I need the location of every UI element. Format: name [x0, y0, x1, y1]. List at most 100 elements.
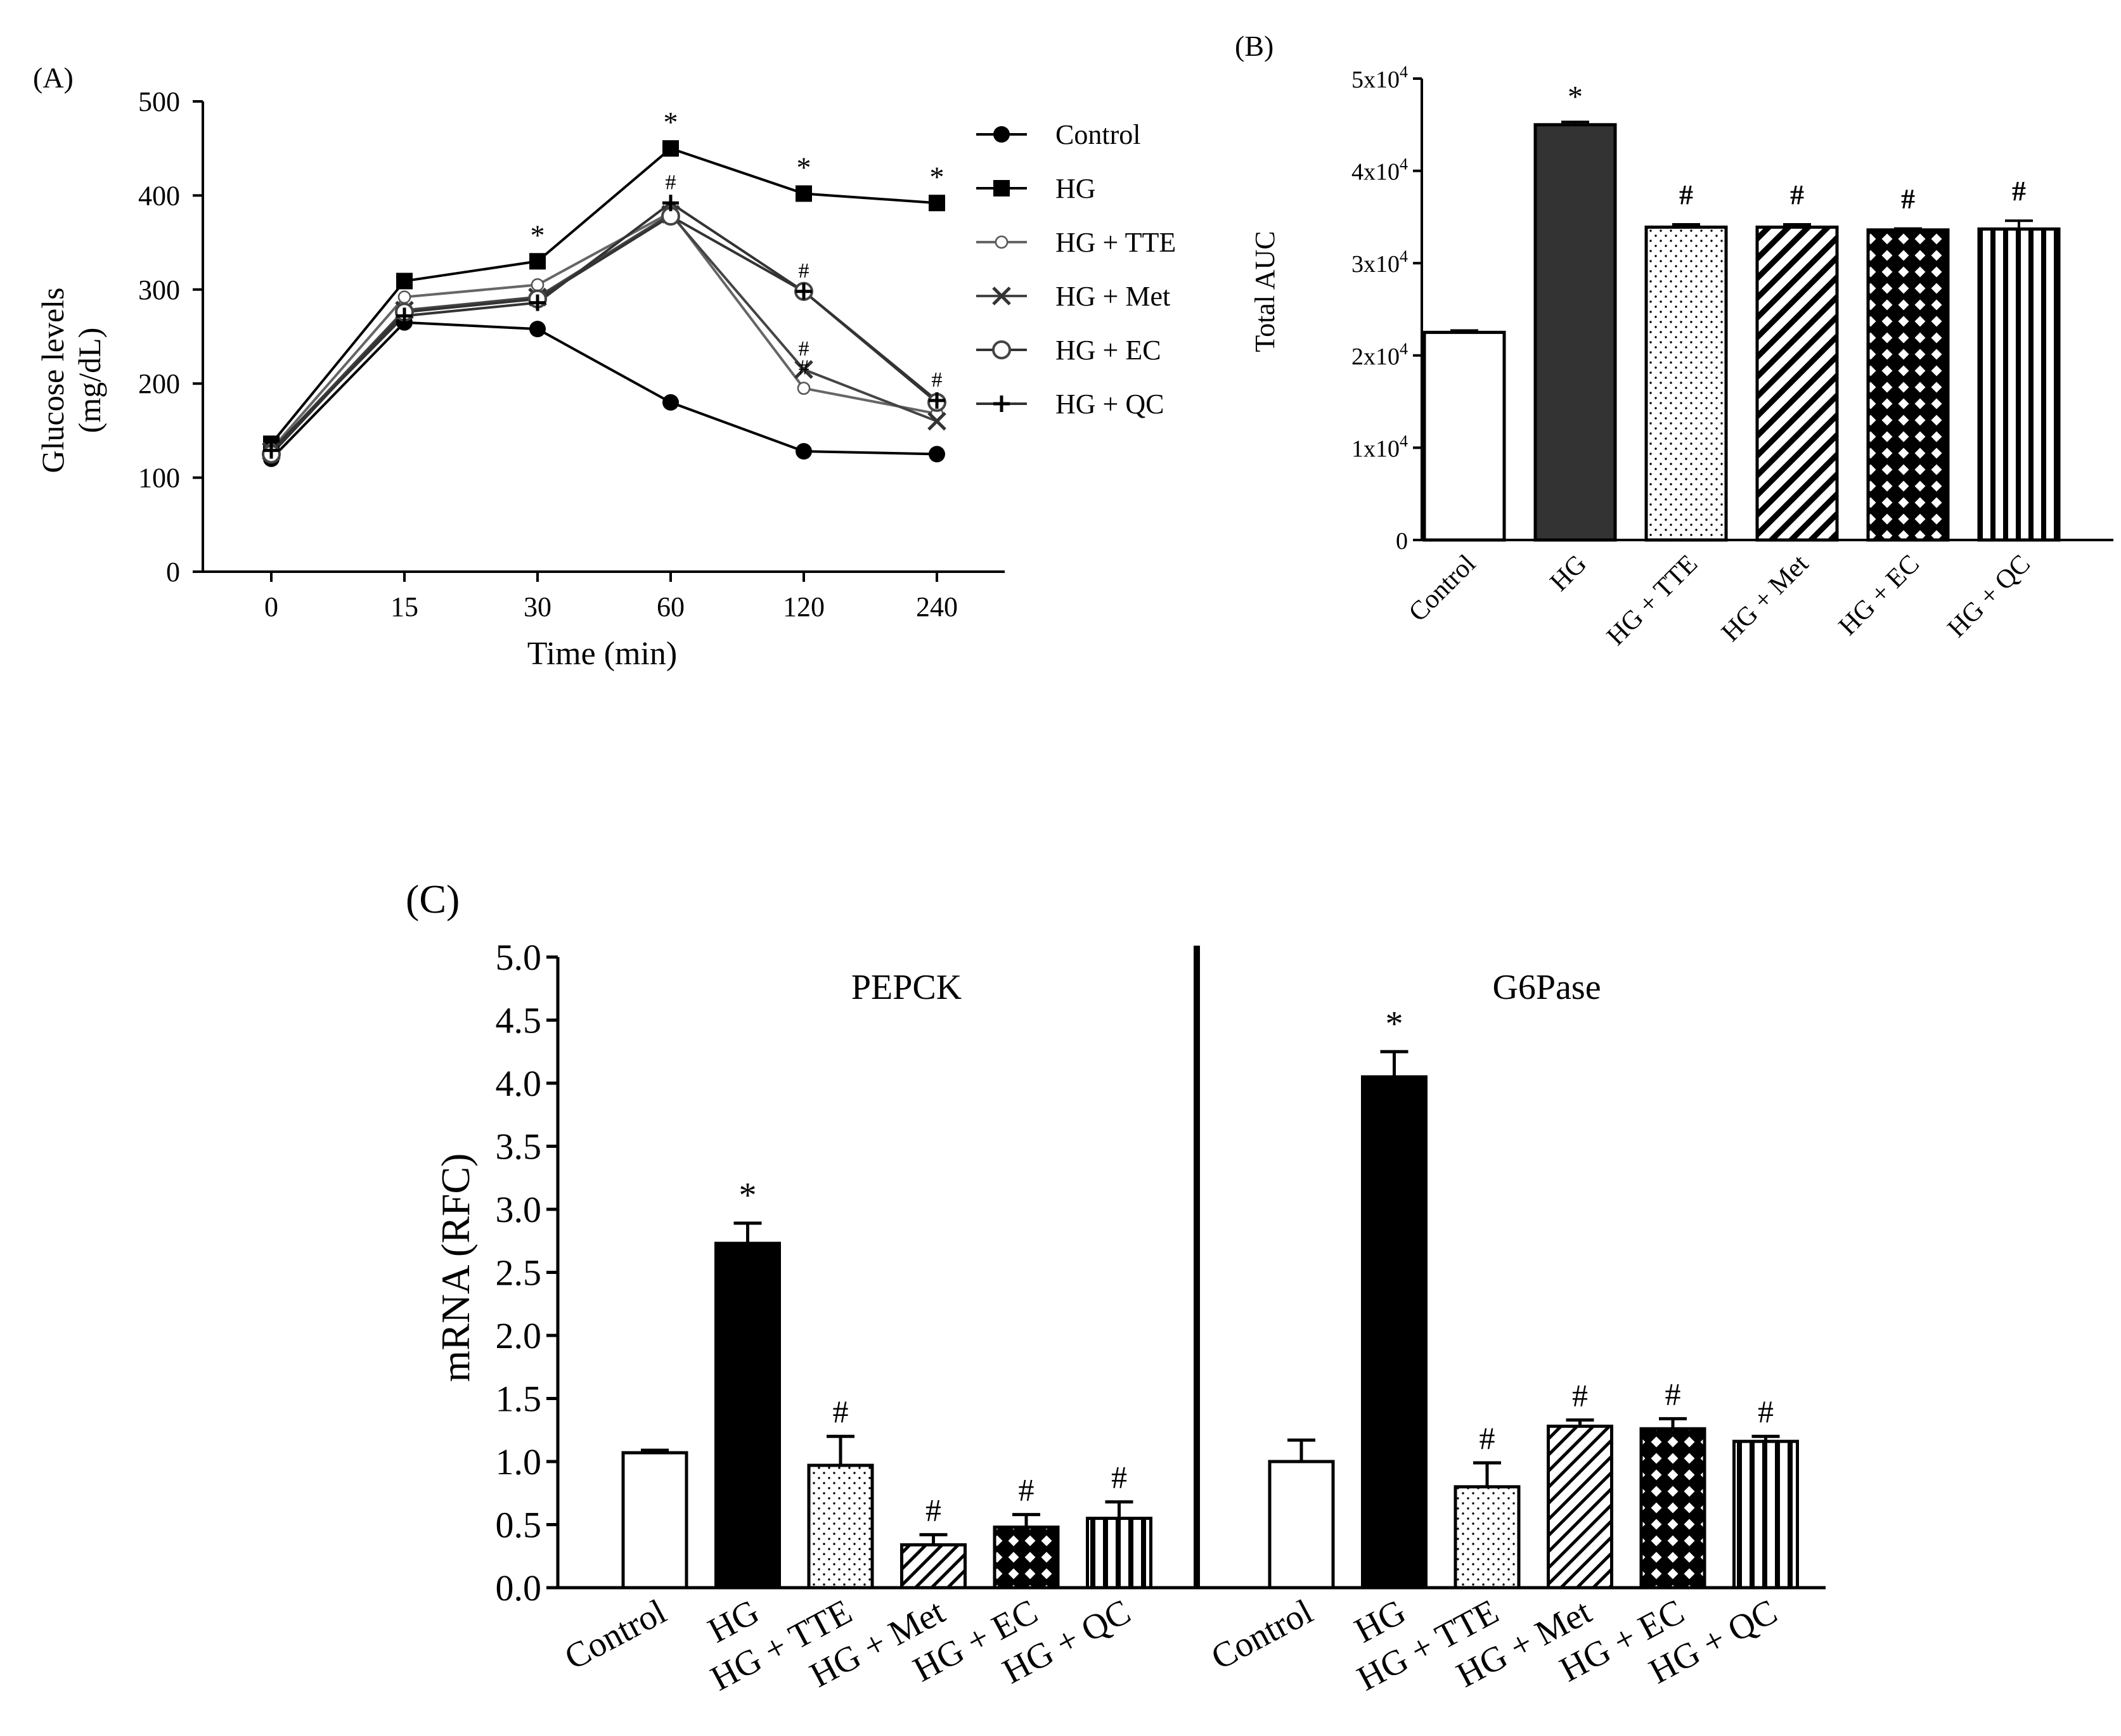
- panel-a-x-tick-label: 120: [783, 591, 825, 622]
- data-point: [796, 443, 812, 460]
- panel-a-y-tick-label: 300: [138, 274, 180, 305]
- significance-mark: *: [664, 106, 678, 138]
- data-point: [794, 360, 813, 379]
- panel-a-axes: 0 100 200 300 400 500 0 15 30 60 120 240: [138, 86, 1005, 622]
- significance-mark: #: [799, 356, 809, 380]
- bar-g6pase-control: [1268, 1460, 1335, 1590]
- tick-base: 2x10: [1351, 344, 1400, 370]
- panel-b-x-tick-label: HG + TTE: [1601, 550, 1703, 652]
- panel-a-y-axis-label-line2: (mg/dL): [72, 328, 107, 434]
- data-point: [397, 290, 411, 304]
- data-point: [531, 278, 545, 292]
- data-point: [529, 294, 546, 311]
- panel-a-legend: Control HG HG + TTE HG + Met HG + EC HG + QC: [976, 119, 1176, 420]
- significance-mark: #: [1901, 184, 1915, 215]
- panel-b-y-tick-label: 2x104: [1351, 340, 1408, 370]
- panel-c-bar-chart: (C) 0.0 0.5 1.0 1.5 2.0 2.5 3.0 3.5 4.0 4.5 5.0 PE…: [406, 877, 1826, 1699]
- legend-marker: [993, 126, 1010, 143]
- data-point: [662, 394, 679, 411]
- significance-mark: *: [1386, 1004, 1403, 1043]
- panel-a-label: (A): [33, 61, 74, 94]
- data-point: [662, 195, 679, 212]
- tick-exponent: 4: [1400, 247, 1408, 266]
- significance-mark: *: [531, 219, 545, 251]
- data-point: [529, 321, 546, 338]
- panel-a-y-tick-label: 0: [166, 556, 180, 588]
- legend-marker: [993, 180, 1010, 196]
- bar-pepck-hg-qc: [1086, 1517, 1152, 1590]
- data-point: [796, 185, 812, 202]
- bar-hg: [1533, 123, 1617, 542]
- panel-a-y-tick-label: 200: [138, 368, 180, 399]
- tick-exponent: 4: [1400, 340, 1408, 358]
- tick-base: 5x10: [1351, 67, 1400, 93]
- panel-c-y-tick-label: 1.0: [496, 1441, 542, 1482]
- group-title-g6pase: G6Pase: [1492, 968, 1601, 1007]
- panel-c-y-tick-label: 4.0: [496, 1063, 542, 1104]
- panel-a-y-tick-label: 500: [138, 86, 180, 117]
- group-title-pepck: PEPCK: [851, 968, 962, 1007]
- tick-base: 3x10: [1351, 251, 1400, 278]
- panel-a-x-axis-label: Time (min): [527, 636, 677, 672]
- panel-a-x-tick-label: 15: [390, 591, 418, 622]
- panel-b-y-tick-label: 1x104: [1351, 432, 1408, 462]
- data-point: [662, 140, 679, 157]
- panel-b-y-tick-label: 3x104: [1351, 247, 1408, 278]
- bar-control: [1422, 330, 1506, 542]
- panel-a-y-tick-label: 100: [138, 463, 180, 494]
- panel-b-y-tick-label: 5x104: [1351, 63, 1408, 93]
- bar-pepck-hg: [714, 1242, 781, 1590]
- panel-c-y-axis-label: mRNA (RFC): [433, 1154, 478, 1382]
- bar-g6pase-hg-tte: [1454, 1485, 1521, 1590]
- panel-a-x-tick-label: 0: [264, 591, 278, 622]
- panel-c-y-tick-label: 3.5: [496, 1126, 542, 1167]
- significance-mark: #: [799, 259, 809, 283]
- panel-c-y-tick-label: 2.5: [496, 1252, 542, 1294]
- tick-exponent: 4: [1400, 155, 1408, 174]
- panel-c-y-tick-label: 0.5: [496, 1505, 542, 1546]
- significance-mark: #: [1665, 1376, 1681, 1411]
- tick-base: 1x10: [1351, 435, 1400, 462]
- bar-hg-qc: [1977, 227, 2061, 542]
- legend-label: HG + EC: [1055, 335, 1161, 366]
- legend-label: HG + QC: [1055, 389, 1164, 420]
- panel-a-y-axis-label-line1: Glucose levels: [35, 288, 70, 473]
- data-point: [929, 446, 945, 463]
- significance-mark: #: [932, 368, 943, 392]
- bar-pepck-control: [621, 1451, 688, 1590]
- panel-c-axes: 0.0 0.5 1.0 1.5 2.0 2.5 3.0 3.5 4.0 4.5 5.0: [496, 937, 1826, 1609]
- panel-c-y-tick-label: 1.5: [496, 1379, 542, 1420]
- tick-base: 0: [1396, 528, 1408, 555]
- panel-b-y-tick-label: 4x104: [1351, 155, 1408, 186]
- data-point: [929, 195, 945, 212]
- bar-pepck-hg-tte: [807, 1463, 874, 1590]
- panel-b-bars: Control * HG # HG + TTE # HG + Met # HG + EC # HG …: [1403, 80, 2061, 652]
- significance-mark: #: [833, 1394, 849, 1429]
- panel-a-series: *** *#####: [262, 106, 946, 467]
- panel-a-x-tick-label: 240: [916, 591, 958, 622]
- significance-mark: #: [1480, 1420, 1495, 1456]
- bar-g6pase-hg-met: [1547, 1424, 1613, 1590]
- data-point: [927, 411, 946, 431]
- bar-g6pase-hg-ec: [1639, 1427, 1706, 1590]
- data-point: [797, 382, 811, 395]
- data-point: [529, 253, 546, 270]
- legend-label: Control: [1055, 119, 1140, 150]
- significance-mark: #: [1572, 1377, 1588, 1413]
- bar-g6pase-hg-qc: [1732, 1439, 1799, 1590]
- legend-marker: [993, 395, 1010, 412]
- panel-c-x-tick-label: Control: [1205, 1592, 1319, 1678]
- panel-c-label: (C): [406, 877, 460, 922]
- significance-mark: #: [1758, 1394, 1774, 1429]
- tick-base: 4x10: [1351, 159, 1400, 186]
- bar-pepck-hg-ec: [993, 1525, 1060, 1590]
- significance-mark: #: [1019, 1472, 1035, 1508]
- data-point: [929, 392, 945, 409]
- significance-mark: #: [1679, 179, 1693, 210]
- legend-label: HG + Met: [1055, 281, 1170, 312]
- panel-a-x-tick-label: 30: [524, 591, 551, 622]
- data-point: [396, 307, 413, 325]
- panel-c-y-tick-label: 3.0: [496, 1189, 542, 1230]
